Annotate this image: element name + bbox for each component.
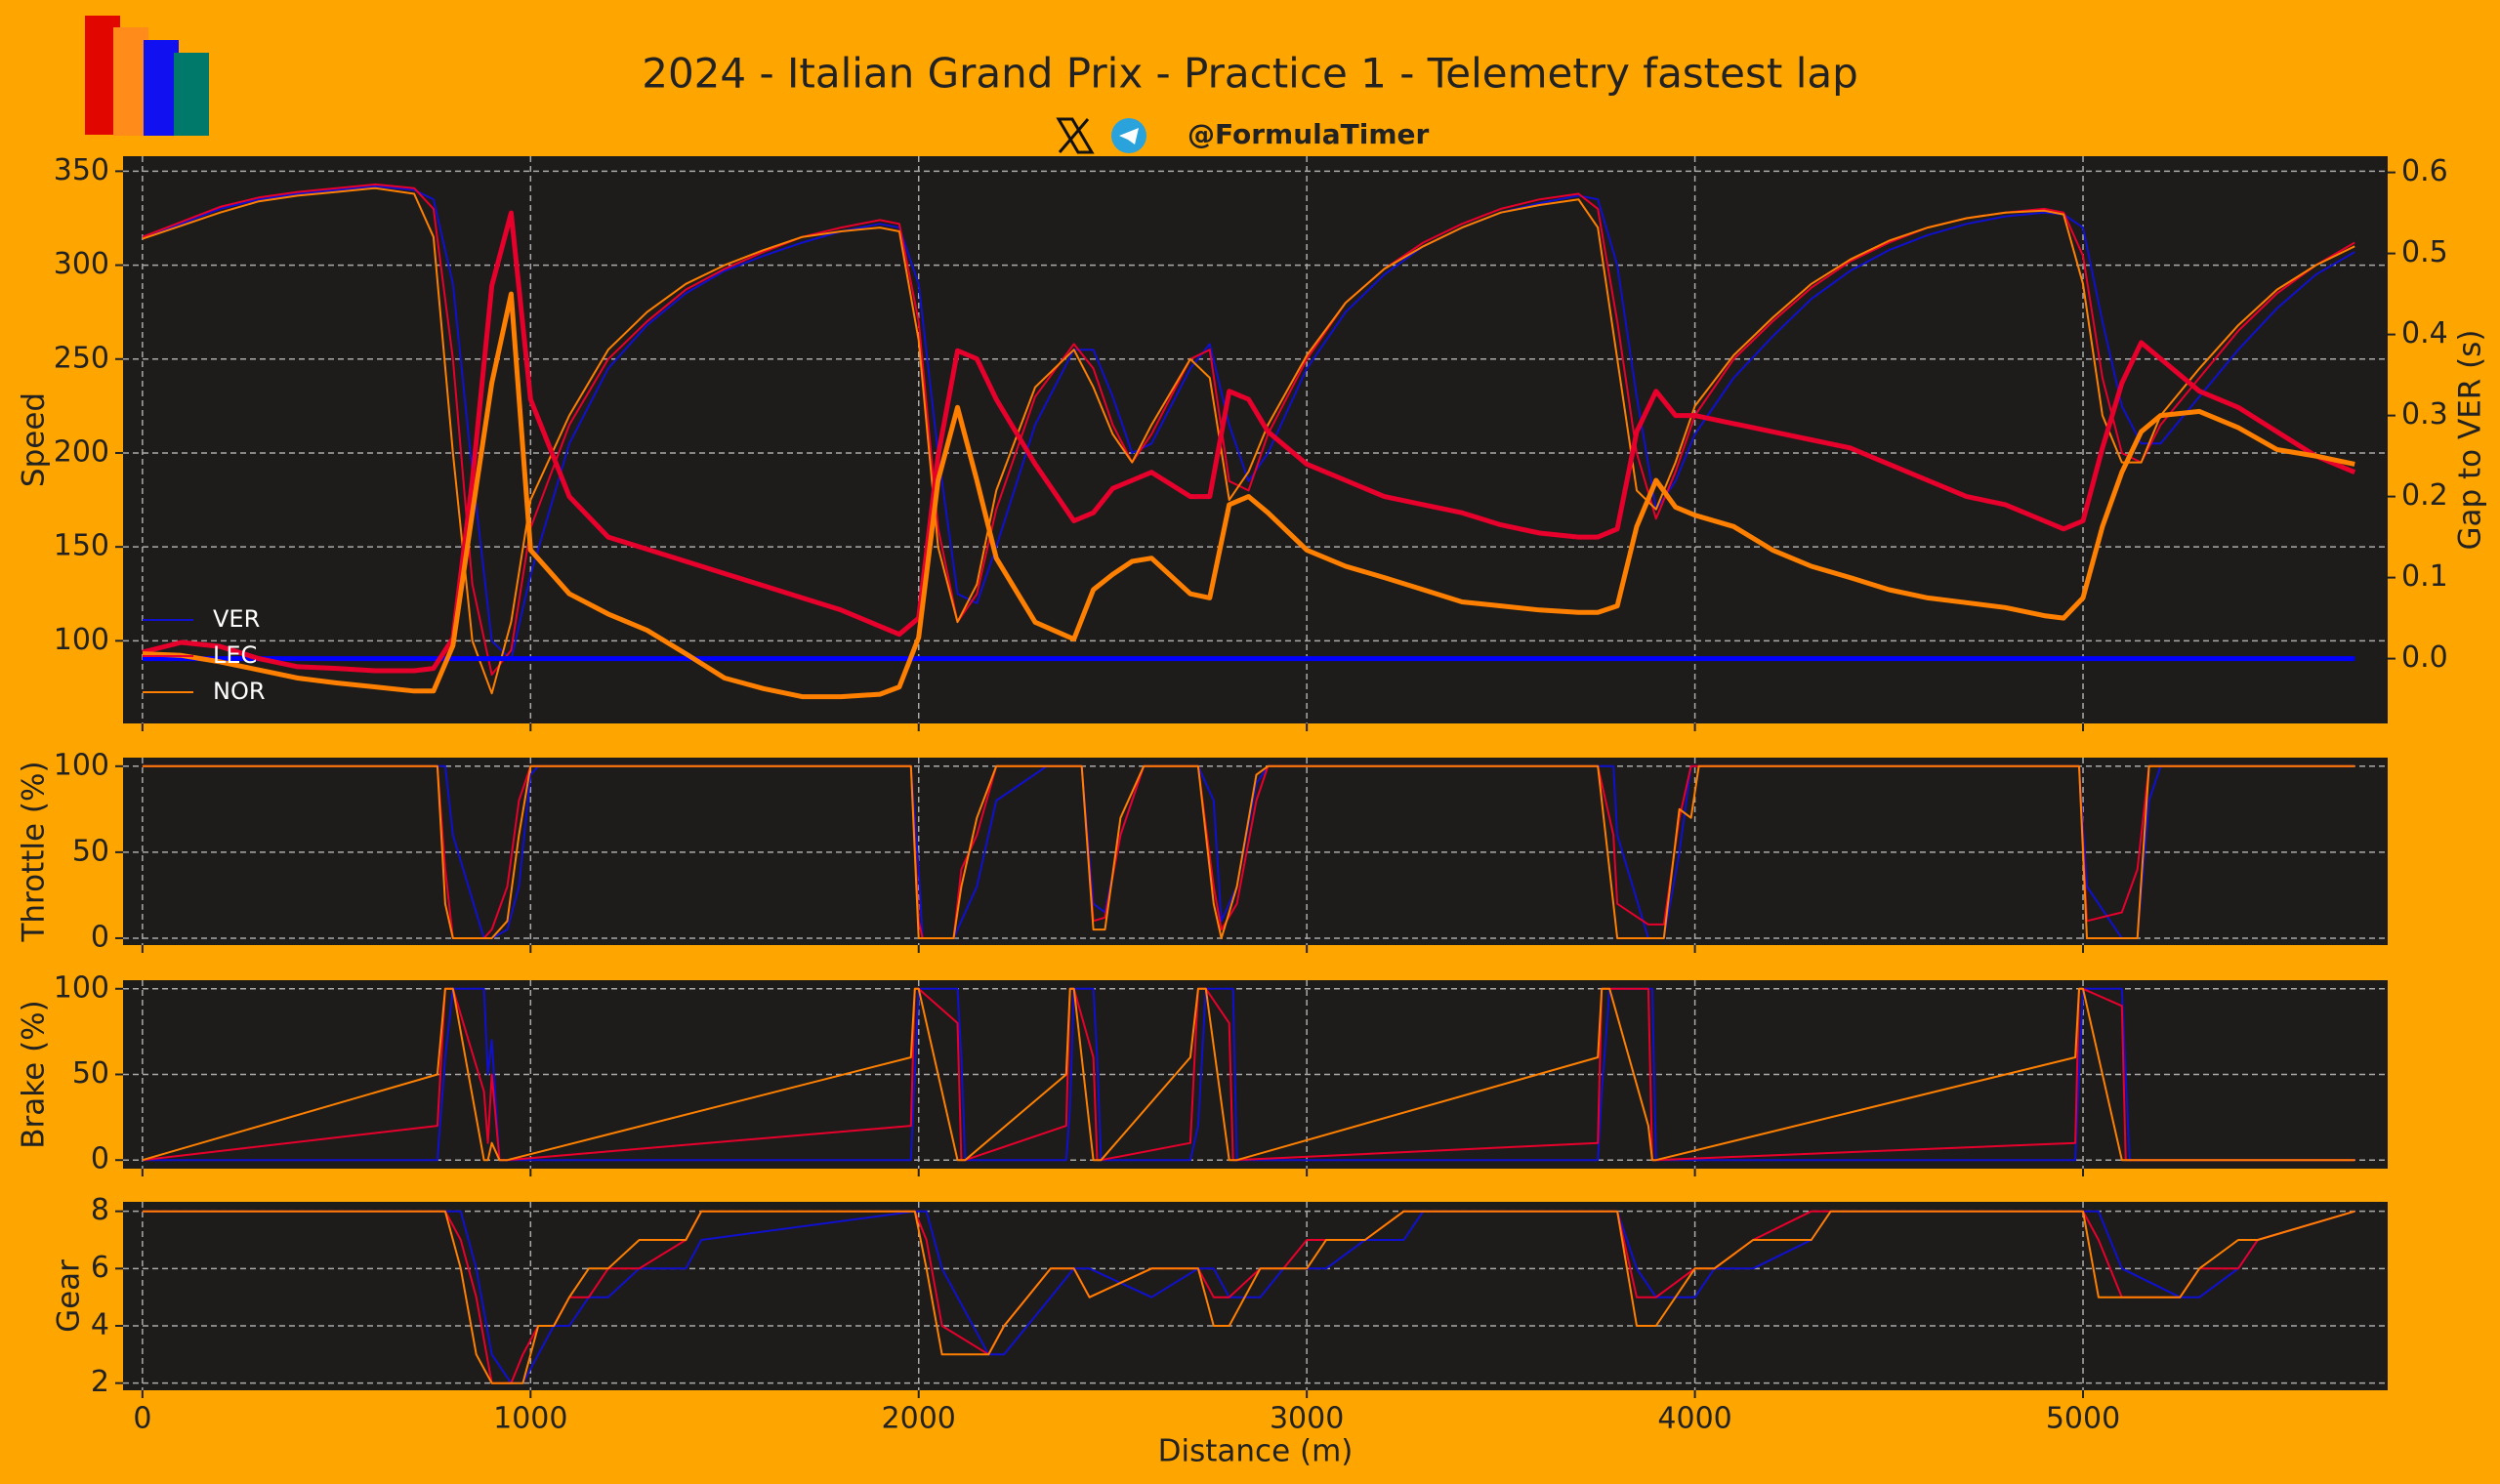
y-tick-label: 2 [91, 1365, 109, 1399]
plot-area [123, 1202, 2388, 1390]
y-tick-label: 250 [54, 341, 109, 375]
y-tick-label: 350 [54, 153, 109, 187]
telemetry-line [142, 1210, 2355, 1384]
y2-axis-label: Gap to VER (s) [2453, 329, 2488, 550]
y2-tick-label: 0.2 [2401, 478, 2448, 513]
logo-bar [113, 27, 148, 136]
telemetry-line [142, 987, 2355, 1162]
y-tick-label: 8 [91, 1193, 109, 1227]
legend-label: LEC [213, 641, 257, 669]
y-tick-label: 200 [54, 434, 109, 469]
telemetry-line [142, 764, 2355, 939]
x-tick-label: 3000 [1270, 1402, 1344, 1436]
y-tick-label: 100 [54, 623, 109, 657]
gap-line [142, 210, 2356, 674]
y-axis-label: Throttle (%) [17, 761, 52, 942]
y-tick-label: 100 [54, 970, 109, 1005]
x-tick-label: 4000 [1657, 1402, 1731, 1436]
legend-label: NOR [213, 678, 266, 705]
chart-title: 2024 - Italian Grand Prix - Practice 1 -… [642, 50, 1858, 98]
x-tick-label: 1000 [493, 1402, 567, 1436]
y-axis-label: Speed [17, 392, 52, 487]
y-tick-label: 0 [91, 1142, 109, 1176]
x-axis-label: Distance (m) [1158, 1434, 1354, 1469]
y-tick-label: 6 [91, 1251, 109, 1285]
plot-area [123, 156, 2388, 723]
gap-line [142, 291, 2355, 700]
x-tick-label: 2000 [882, 1402, 956, 1436]
legend-label: VER [213, 605, 260, 633]
logo-bar [174, 53, 209, 136]
telegram-icon [1111, 118, 1146, 153]
y2-tick-label: 0.1 [2401, 559, 2448, 594]
y-tick-label: 4 [91, 1308, 109, 1342]
x-tick-label: 5000 [2046, 1402, 2120, 1436]
y2-tick-label: 0.5 [2401, 235, 2448, 269]
logo [85, 16, 209, 136]
y-tick-label: 50 [72, 1056, 109, 1091]
y-tick-label: 0 [91, 920, 109, 954]
y-tick-label: 50 [72, 834, 109, 868]
y-tick-label: 150 [54, 529, 109, 563]
y2-tick-label: 0.0 [2401, 640, 2448, 675]
telemetry-line [142, 987, 2355, 1162]
y2-tick-label: 0.6 [2401, 154, 2448, 188]
x-icon [1056, 117, 1095, 154]
y2-tick-label: 0.3 [2401, 397, 2448, 432]
handle: @FormulaTimer [1188, 118, 1430, 150]
y-tick-label: 100 [54, 748, 109, 782]
y-tick-label: 300 [54, 247, 109, 281]
y-axis-label: Brake (%) [17, 1000, 52, 1148]
telemetry-line [142, 185, 2355, 661]
y-axis-label: Gear [52, 1259, 87, 1333]
logo-bar [144, 40, 179, 136]
y2-tick-label: 0.4 [2401, 316, 2448, 350]
x-tick-label: 0 [133, 1402, 151, 1436]
